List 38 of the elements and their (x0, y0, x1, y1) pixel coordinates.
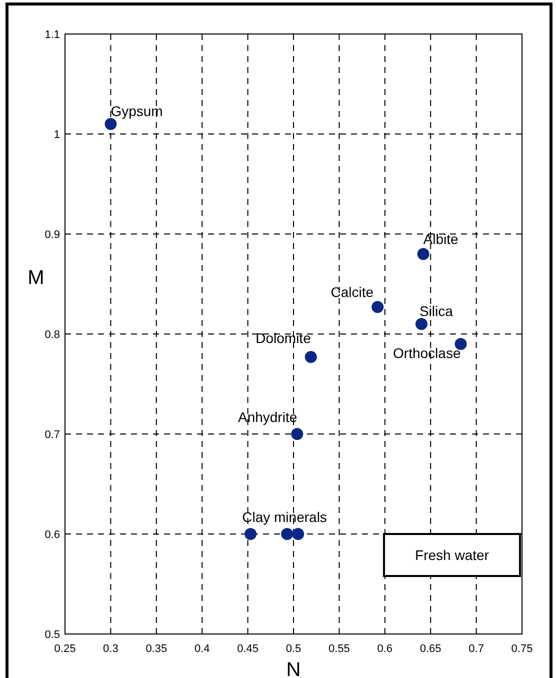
x-tick-label: 0.55 (328, 643, 350, 655)
x-tick-label: 0.7 (468, 643, 484, 655)
point (415, 318, 428, 330)
point (417, 248, 430, 260)
x-tick-label: 0.45 (237, 643, 259, 655)
x-tick-label: 0.6 (377, 643, 393, 655)
point (281, 528, 294, 540)
y-tick-label: 1.1 (44, 29, 60, 41)
annotation: Anhydrite (238, 409, 298, 425)
annotation: Dolomite (256, 330, 312, 346)
annotation: Albite (423, 231, 459, 247)
point (372, 301, 384, 313)
y-axis-title: M (28, 267, 44, 289)
x-tick-label: 0.75 (511, 643, 533, 655)
annotation: Fresh water (415, 547, 490, 563)
y-tick-label: 0.9 (44, 229, 60, 241)
point (304, 351, 317, 363)
point (244, 528, 257, 540)
point (104, 118, 117, 130)
y-tick-label: 0.8 (44, 329, 60, 341)
annotation: Clay minerals (242, 509, 327, 525)
annotation: Gypsum (110, 103, 163, 119)
x-tick-label: 0.25 (54, 643, 76, 655)
x-tick-label: 0.5 (286, 643, 302, 655)
x-tick-label: 0.65 (420, 643, 442, 655)
annotation: Orthoclase (393, 345, 461, 361)
point (291, 428, 304, 440)
y-tick-label: 0.5 (44, 629, 60, 641)
x-tick-label: 0.3 (103, 643, 118, 655)
annotation: Silica (419, 303, 454, 319)
point (292, 528, 304, 540)
x-axis-title: N (286, 659, 301, 678)
y-tick-label: 0.7 (44, 429, 60, 441)
annotation: Calcite (330, 284, 374, 300)
x-tick-label: 0.35 (146, 643, 168, 655)
y-tick-label: 1 (54, 129, 60, 141)
y-tick-label: 0.6 (44, 529, 60, 541)
x-tick-label: 0.4 (194, 643, 210, 655)
